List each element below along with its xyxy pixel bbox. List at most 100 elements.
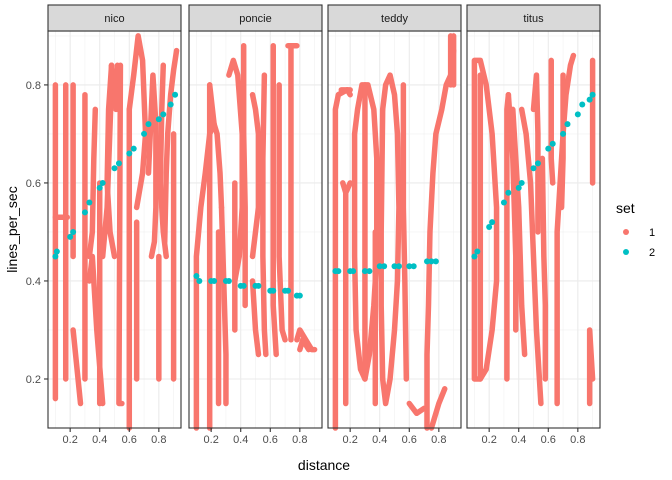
set-1-points — [530, 72, 541, 235]
set-2-point — [515, 184, 522, 191]
x-tick-label: 0.4 — [233, 434, 248, 446]
set-1-points — [108, 62, 121, 113]
set-1-points — [249, 278, 262, 358]
set-2-point — [381, 263, 388, 270]
facet-strip — [47, 4, 182, 32]
set-1-points — [145, 72, 159, 260]
set-2-point — [172, 91, 179, 98]
set-1-points — [260, 72, 269, 358]
set-1-points — [161, 47, 180, 245]
set-2-point — [52, 253, 59, 260]
set-1-points — [428, 386, 448, 431]
x-tick-label: 0.8 — [151, 434, 166, 446]
facet-strip-label: titus — [523, 13, 544, 25]
x-tick-label: 0.6 — [122, 434, 137, 446]
x-tick-label: 0.6 — [263, 434, 278, 446]
set-1-points — [126, 33, 149, 211]
facet-strip-label: nico — [104, 13, 124, 25]
set-1-points — [249, 91, 262, 260]
set-2-point — [81, 209, 88, 216]
set-1-points — [342, 180, 353, 196]
set-2-point — [545, 145, 552, 152]
set-1-points — [340, 180, 349, 407]
set-1-points — [539, 155, 549, 382]
set-2-point — [196, 277, 203, 284]
x-tick-label: 0.4 — [372, 434, 387, 446]
set-2-point — [518, 179, 525, 186]
legend-title: set — [616, 200, 635, 216]
facet-panel-teddy: teddy 0.2 0.4 0.6 0.8 — [327, 4, 462, 446]
set-2-point — [296, 292, 303, 299]
legend-key-set-2 — [623, 249, 629, 255]
legend-label-set-2: 2 — [649, 247, 655, 259]
set-2-point — [586, 96, 593, 103]
legend-label-set-1: 1 — [649, 227, 655, 239]
set-2-point — [285, 287, 292, 294]
set-2-point — [130, 145, 137, 152]
set-2-point — [410, 263, 417, 270]
x-tick-label: 0.2 — [204, 434, 219, 446]
set-2-point — [211, 277, 218, 284]
set-2-point — [160, 111, 167, 118]
x-tick-label: 0.8 — [292, 434, 307, 446]
set-1-points — [206, 82, 217, 127]
set-2-point — [424, 258, 431, 265]
set-1-points — [518, 106, 544, 407]
set-2-point — [564, 121, 571, 128]
set-1-points — [70, 327, 84, 407]
legend-key-set-1 — [623, 229, 629, 235]
set-1-points — [504, 91, 512, 382]
set-2-point — [574, 111, 581, 118]
x-tick-label: 0.2 — [343, 434, 358, 446]
set-2-point — [193, 273, 200, 280]
facet-panels: nico 0.2 0.4 0.6 0.8 poncie 0.2 0.4 0.6 0.8 teddy 0… — [47, 4, 601, 446]
y-tick-label: 0.8 — [26, 80, 41, 92]
facet-strip-label: teddy — [381, 13, 408, 25]
set-2-point — [579, 101, 586, 108]
set-2-point — [589, 91, 596, 98]
set-1-points — [379, 72, 402, 407]
set-2-point — [167, 101, 174, 108]
y-tick-label: 0.4 — [26, 276, 41, 288]
set-2-point — [270, 287, 277, 294]
x-tick-label: 0.8 — [570, 434, 585, 446]
set-2-point — [391, 263, 398, 270]
legend: set 1 2 — [616, 200, 655, 259]
set-2-point — [505, 189, 512, 196]
set-1-points — [270, 42, 279, 358]
set-1-points — [276, 82, 288, 343]
set-2-point — [560, 130, 567, 137]
x-tick-label: 0.2 — [63, 434, 78, 446]
set-1-points — [548, 57, 556, 186]
x-tick-label: 0.4 — [92, 434, 107, 446]
set-1-points — [218, 204, 229, 407]
set-2-point — [155, 116, 162, 123]
set-2-point — [428, 258, 435, 265]
x-tick-label: 0.6 — [541, 434, 556, 446]
set-1-points — [400, 82, 410, 382]
set-2-point — [395, 263, 402, 270]
y-tick-label: 0.2 — [26, 374, 41, 386]
set-2-point — [474, 248, 481, 255]
facet-strip-label: poncie — [239, 13, 271, 25]
set-1-points — [116, 62, 125, 407]
set-2-point — [376, 263, 383, 270]
set-2-point — [145, 121, 152, 128]
y-tick-label: 0.6 — [26, 178, 41, 190]
set-2-point — [240, 282, 247, 289]
facet-panel-poncie: poncie 0.2 0.4 0.6 0.8 — [188, 4, 323, 446]
set-2-point — [366, 268, 373, 275]
set-1-points — [240, 42, 248, 309]
x-axis-title: distance — [298, 457, 350, 473]
set-2-point — [53, 248, 60, 255]
set-2-point — [115, 160, 122, 167]
set-2-point — [350, 268, 357, 275]
y-axis-title: lines_per_sec — [4, 186, 20, 272]
set-2-point — [96, 184, 103, 191]
set-1-points — [104, 62, 118, 260]
set-2-point — [500, 199, 507, 206]
set-2-point — [225, 277, 232, 284]
set-2-point — [86, 199, 93, 206]
set-1-points — [505, 91, 519, 333]
